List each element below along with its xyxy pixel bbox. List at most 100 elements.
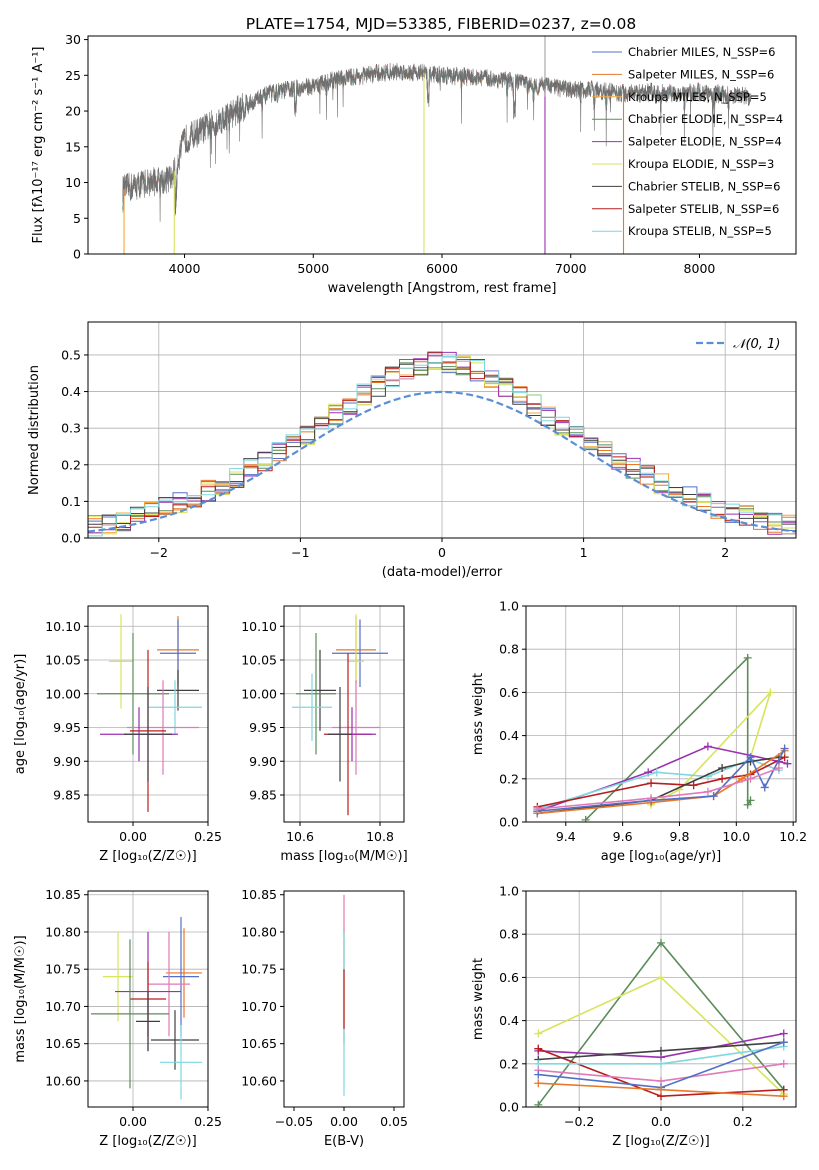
mass_vs_Z-frame (87, 890, 209, 1108)
mass-weight-series-line (650, 691, 772, 806)
massweight_vs_age-xtick-label: 10.0 (722, 829, 750, 844)
age_vs_mass-ytick-label: 10.05 (241, 653, 277, 668)
massweight_vs_age-xtick-label: 9.6 (613, 829, 633, 844)
age_vs_mass-ytick-label: 10.00 (241, 686, 277, 701)
massweight_vs_age-ytick-label: 0.0 (499, 815, 519, 830)
mass-weight-point-marker (760, 783, 769, 792)
mass-weight-series-line (537, 756, 785, 808)
massweight_vs_Z-ytick-label: 0.2 (499, 1056, 519, 1071)
mass_vs_EBV-ytick-label: 10.60 (241, 1073, 277, 1088)
age_vs_Z-ytick-label: 10.00 (45, 686, 81, 701)
mass-weight-point-marker (657, 1085, 665, 1094)
mass-weight-point-marker (783, 759, 792, 768)
age_vs_mass-ytick-label: 10.10 (241, 619, 277, 634)
age_vs_mass-xlabel: mass [log₁₀(M/M☉)] (280, 849, 407, 864)
figure-title: PLATE=1754, MJD=53385, FIBERID=0237, z=0… (246, 15, 636, 33)
age_vs_Z-frame (87, 605, 209, 823)
spectrum-ylabel: Flux [fλ10⁻¹⁷ erg cm⁻² s⁻¹ A⁻¹] (31, 47, 46, 244)
spectrum-ytick-label: 5 (73, 211, 81, 226)
mass-weight-point-marker (746, 753, 755, 762)
mass-weight-point-marker (774, 764, 783, 772)
massweight_vs_Z-ylabel: mass weight (471, 958, 486, 1040)
mass-weight-point-marker (647, 779, 656, 788)
mass-weight-point-marker (746, 774, 755, 783)
residuals-xtick-label: 0 (438, 545, 446, 560)
massweight_vs_Z-ytick-label: 0.0 (499, 1100, 519, 1115)
spectrum-ytick-label: 20 (65, 104, 81, 119)
spectrum-frame (87, 35, 797, 255)
age_vs_Z-ytick-label: 9.95 (53, 720, 81, 735)
mass_vs_Z-ytick-label: 10.65 (45, 1036, 81, 1051)
residuals-frame (87, 321, 797, 539)
mass-weight-point-marker (689, 781, 698, 790)
mass-weight-point-marker (779, 1038, 788, 1047)
massweight_vs_Z-ytick-label: 0.6 (499, 970, 519, 985)
spectrum-ytick-label: 0 (73, 247, 81, 262)
mass-weight-point-marker (652, 768, 661, 777)
age_vs_mass-xtick-label: 10.6 (286, 829, 314, 844)
mass_vs_Z-ytick-label: 10.85 (45, 887, 81, 902)
massweight_vs_Z-grid (526, 891, 796, 1107)
age_vs_mass-ytick-label: 9.85 (249, 788, 277, 803)
mass_vs_Z-plot-area (88, 891, 208, 1107)
spectrum-xtick-label: 7000 (555, 261, 587, 276)
spectrum-ytick-label: 30 (65, 32, 81, 47)
mass_vs_Z-xtick-label: 0.25 (194, 1114, 222, 1129)
mass_vs_EBV-ytick-label: 10.85 (241, 887, 277, 902)
mass_vs_Z-ytick-label: 10.75 (45, 962, 81, 977)
age_vs_mass-ytick-label: 9.90 (249, 754, 277, 769)
mass_vs_EBV-ytick-label: 10.65 (241, 1036, 277, 1051)
spectrum-ytick-label: 15 (65, 139, 81, 154)
age_vs_Z-xlabel: Z [log₁₀(Z/Z☉)] (99, 849, 196, 864)
mass_vs_Z-ytick-label: 10.60 (45, 1073, 81, 1088)
mass-weight-series-line (585, 655, 752, 821)
mass-weight-point-marker (718, 764, 727, 772)
residuals-xtick-label: 1 (580, 545, 588, 560)
mass-weight-point-marker (534, 1100, 543, 1107)
age_vs_mass-grid (284, 606, 404, 822)
massweight_vs_Z-frame (525, 890, 797, 1108)
mass_vs_EBV-xtick-label: 0.05 (380, 1114, 408, 1129)
spectrum-ytick-label: 10 (65, 175, 81, 190)
mass-weight-point-marker (657, 1059, 665, 1068)
massweight_vs_Z-plot-area (526, 891, 796, 1107)
age_vs_mass-xtick-label: 10.8 (366, 829, 394, 844)
residuals-ytick-label: 0.1 (61, 494, 81, 509)
massweight_vs_Z-xtick-label: 0.2 (733, 1114, 753, 1129)
spectrum-xtick-label: 5000 (297, 261, 329, 276)
spectrum-xtick-label: 8000 (684, 261, 716, 276)
mass_vs_EBV-xtick-label: 0.00 (330, 1114, 358, 1129)
mass-weight-point-marker (779, 1092, 788, 1101)
spectrum-panel: 4000 5000 6000 7000 8000 0 5 10 15 20 25 30 waveleng… (31, 32, 797, 296)
mass-weight-point-marker (766, 688, 775, 697)
residuals-legend-label: 𝒩(0, 1) (733, 337, 780, 352)
massweight_vs_Z-ytick-label: 0.8 (499, 927, 519, 942)
massweight_vs_age-xlabel: age [log₁₀(age/yr)] (601, 849, 722, 864)
residuals-ytick-label: 0.5 (61, 347, 81, 362)
spectrum-legend-label: Kroupa MILES, N_SSP=5 (628, 90, 767, 104)
spectrum-legend-label: Chabrier MILES, N_SSP=6 (628, 45, 775, 59)
spectrum-xlabel: wavelength [Angstrom, rest frame] (328, 281, 557, 296)
age_vs_Z-xtick-label: 0.00 (119, 829, 147, 844)
mass-weight-point-marker (534, 1070, 543, 1079)
mass-weight-point-marker (746, 796, 755, 805)
mass_vs_Z-ytick-label: 10.70 (45, 999, 81, 1014)
mass_vs_EBV-frame (283, 890, 405, 1108)
spectrum-legend-label: Salpeter ELODIE, N_SSP=4 (628, 135, 782, 149)
massweight_vs_age-ytick-label: 0.4 (499, 728, 519, 743)
age_vs_Z-ytick-label: 9.90 (53, 754, 81, 769)
age_vs_Z-ytick-label: 10.05 (45, 653, 81, 668)
massweight_vs_age-ytick-label: 0.8 (499, 642, 519, 657)
mass_vs_EBV-xlabel: E(B-V) (324, 1134, 364, 1149)
massweight_vs_age-ylabel: mass weight (471, 673, 486, 755)
mass-weight-point-marker (534, 1044, 543, 1053)
massweight_vs_Z-xtick-label: −0.2 (564, 1114, 594, 1129)
massweight_vs_age-xtick-label: 9.4 (556, 829, 576, 844)
residuals-xtick-label: 2 (721, 545, 729, 560)
massweight_vs_age-grid (526, 606, 796, 822)
massweight_vs_age-plot-area (526, 606, 796, 822)
mass-weight-point-marker (703, 742, 712, 751)
age_vs_mass-frame (283, 605, 405, 823)
age_vs_Z-panel: 0.00 0.25 9.85 9.90 9.95 10.00 10.05 10.10 Z [lo… (13, 605, 222, 864)
residuals-xtick-label: −2 (150, 545, 168, 560)
